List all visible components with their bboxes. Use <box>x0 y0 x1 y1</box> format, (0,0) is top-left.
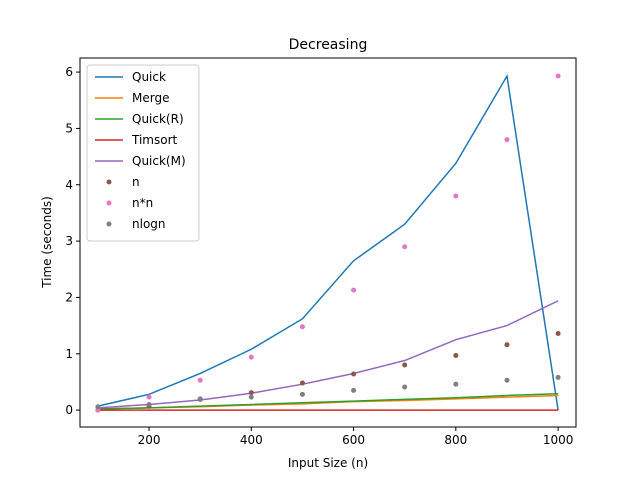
legend-swatch <box>106 179 112 185</box>
series-point-n <box>453 352 459 358</box>
series-point-n <box>299 380 305 386</box>
legend-swatch <box>106 221 112 227</box>
y-tick-label: 1 <box>65 347 73 361</box>
series-point-nlogn <box>299 391 305 397</box>
y-tick-label: 4 <box>65 178 73 192</box>
series-point-n <box>504 342 510 348</box>
y-tick-label: 6 <box>65 65 73 79</box>
legend-label: nlogn <box>132 217 166 231</box>
series-point-nlogn <box>95 404 101 410</box>
legend-label: n*n <box>132 196 153 210</box>
series-point-nlogn <box>555 374 561 380</box>
series-point-n <box>351 371 357 377</box>
x-axis: 200 400 600 800 1000 <box>138 427 574 447</box>
x-tick-label: 400 <box>240 433 263 447</box>
y-tick-label: 2 <box>65 290 73 304</box>
series-point-n-n <box>351 287 357 293</box>
series-point-n-n <box>504 137 510 143</box>
series-point-nlogn <box>146 401 152 407</box>
series-point-n-n <box>248 354 254 360</box>
y-tick-label: 5 <box>65 121 73 135</box>
series-point-nlogn <box>402 384 408 390</box>
x-tick-label: 600 <box>342 433 365 447</box>
series-point-n-n <box>299 324 305 330</box>
legend-label: Quick <box>132 70 166 84</box>
y-tick-label: 0 <box>65 403 73 417</box>
legend-label: Timsort <box>131 133 178 147</box>
series-line-quick-r <box>97 393 559 410</box>
series-line-quick <box>97 73 559 411</box>
x-tick-label: 200 <box>138 433 161 447</box>
series-point-n <box>248 390 254 396</box>
series-point-n-n <box>453 193 459 199</box>
y-axis-label: Time (seconds) <box>40 196 54 289</box>
series-line-quick-m <box>97 300 559 409</box>
legend-label: Quick(M) <box>132 154 186 168</box>
series-point-nlogn <box>351 387 357 393</box>
x-tick-label: 800 <box>444 433 467 447</box>
x-axis-label: Input Size (n) <box>288 456 368 470</box>
series-point-n <box>555 330 561 336</box>
series-point-nlogn <box>504 377 510 383</box>
chart-title: Decreasing <box>289 37 368 53</box>
series-point-nlogn <box>197 396 203 402</box>
series-point-n <box>402 362 408 368</box>
legend-label: Quick(R) <box>132 112 184 126</box>
series-layer <box>95 73 561 413</box>
legend-label: Merge <box>132 91 169 105</box>
series-point-nlogn <box>453 381 459 387</box>
y-axis: 0 1 2 3 4 5 6 <box>65 65 80 417</box>
series-point-nlogn <box>248 394 254 400</box>
y-tick-label: 3 <box>65 234 73 248</box>
series-point-n-n <box>146 394 152 400</box>
legend-label: n <box>132 175 140 189</box>
legend-swatch <box>106 200 112 206</box>
plot-frame <box>79 57 577 428</box>
legend-box <box>86 64 200 242</box>
series-point-n-n <box>555 73 561 79</box>
legend: Quick Merge Quick(R) Timsort Quick(M) n n*n nlo… <box>86 64 200 242</box>
x-tick-label: 1000 <box>543 433 574 447</box>
series-point-n-n <box>197 377 203 383</box>
series-point-n-n <box>402 244 408 250</box>
